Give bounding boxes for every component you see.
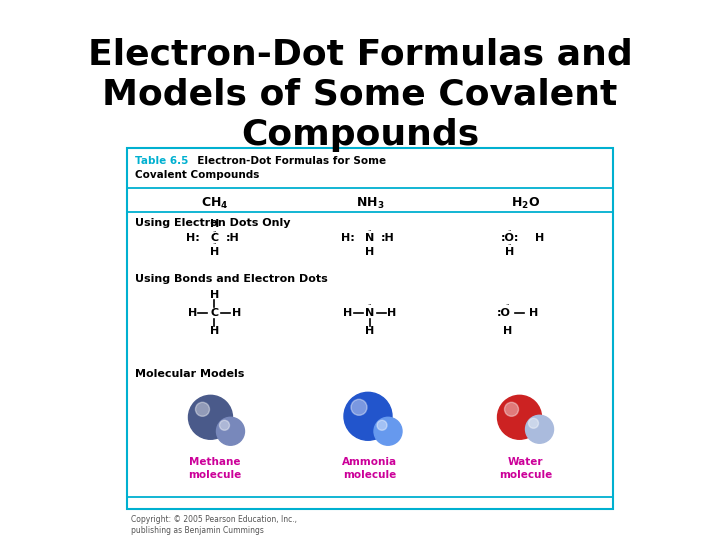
Circle shape [351,399,367,415]
Text: H:: H: [341,233,355,242]
Text: H: H [529,308,538,319]
Bar [127,148,613,509]
Text: Molecular Models: Molecular Models [135,369,244,380]
Text: Water
molecule: Water molecule [499,457,552,481]
Text: Models of Some Covalent: Models of Some Covalent [102,78,618,112]
Circle shape [377,420,387,430]
Text: C: C [210,308,219,319]
Text: ··: ·· [508,241,512,247]
Text: H: H [210,247,219,256]
Text: Electron-Dot Formulas and: Electron-Dot Formulas and [88,38,632,72]
Circle shape [528,418,539,428]
Text: H: H [210,327,219,336]
Text: H: H [343,308,353,319]
Text: Using Bonds and Electron Dots: Using Bonds and Electron Dots [135,274,328,284]
Circle shape [505,402,518,416]
Circle shape [196,402,210,416]
Text: :O:: :O: [500,233,518,242]
Text: Methane
molecule: Methane molecule [188,457,241,481]
Text: $\mathbf{CH_4}$: $\mathbf{CH_4}$ [201,195,228,211]
Text: H: H [365,327,374,336]
Text: Electron-Dot Formulas for Some: Electron-Dot Formulas for Some [190,156,386,166]
Text: ··: ·· [212,241,217,247]
Text: ··: ·· [368,302,372,308]
Circle shape [217,417,245,446]
Text: ··: ·· [508,227,512,234]
Text: Compounds: Compounds [241,118,479,152]
Text: H: H [365,247,374,256]
Text: H: H [188,308,197,319]
Text: N: N [365,308,374,319]
Text: H:: H: [186,233,199,242]
Circle shape [344,393,392,440]
Text: H: H [503,327,512,336]
Circle shape [526,415,554,443]
Text: Copyright: © 2005 Pearson Education, Inc.,
publishing as Benjamin Cummings: Copyright: © 2005 Pearson Education, Inc… [131,515,297,535]
Text: :H: :H [225,233,239,242]
Text: $\mathbf{H_2O}$: $\mathbf{H_2O}$ [511,195,540,211]
Text: H: H [387,308,397,319]
Circle shape [220,420,230,430]
Text: Using Electron Dots Only: Using Electron Dots Only [135,218,290,228]
Text: H: H [535,233,544,242]
Text: H: H [232,308,241,319]
Text: $\mathbf{NH_3}$: $\mathbf{NH_3}$ [356,195,384,211]
Text: :O: :O [497,308,510,319]
Text: H: H [210,219,219,228]
Text: ··: ·· [368,227,372,234]
Circle shape [498,395,541,439]
Text: ··: ·· [505,302,510,308]
Text: H: H [505,247,514,256]
Circle shape [189,395,233,439]
Text: ··: ·· [212,228,217,234]
Text: H: H [210,291,219,300]
Text: Ammonia
molecule: Ammonia molecule [343,457,397,481]
Text: Table 6.5: Table 6.5 [135,156,189,166]
Text: Covalent Compounds: Covalent Compounds [135,170,259,180]
Circle shape [374,417,402,446]
Text: :H: :H [381,233,395,242]
Text: C̈: C̈ [210,233,219,242]
Text: N: N [365,233,374,242]
